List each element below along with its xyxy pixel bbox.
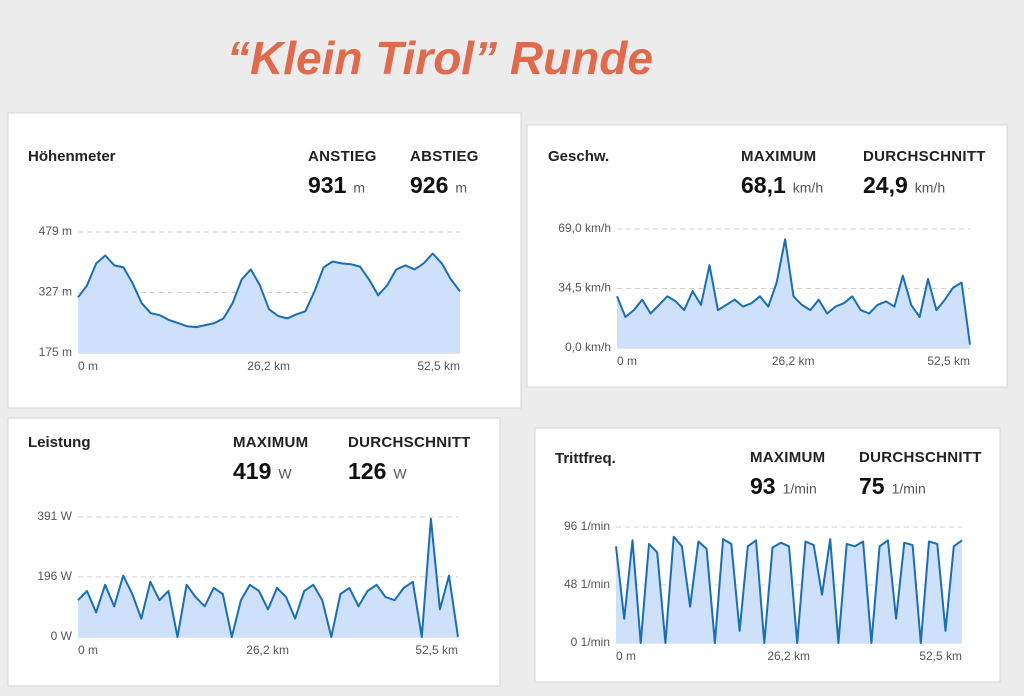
y-tick-label: 196 W — [37, 569, 72, 583]
x-tick-label: 26,2 km — [767, 649, 810, 663]
x-tick-label: 26,2 km — [247, 359, 290, 373]
line — [77, 517, 459, 638]
x-tick-label: 26,2 km — [772, 354, 815, 368]
stat-value: 931 — [308, 172, 347, 198]
stat-value: 419 — [233, 458, 271, 484]
y-tick-label: 96 1/min — [564, 519, 610, 533]
stat-unit: m — [455, 180, 467, 196]
stat-unit: km/h — [793, 180, 823, 196]
line — [616, 238, 971, 345]
stat-unit: 1/min — [892, 481, 926, 497]
y-tick-label: 0,0 km/h — [565, 340, 611, 354]
stat-value: 926 — [410, 172, 448, 198]
stat-unit: km/h — [915, 180, 945, 196]
y-tick-label: 327 m — [39, 285, 72, 299]
line — [615, 535, 963, 644]
stat-label: ABSTIEG — [410, 148, 479, 165]
area-fill — [78, 518, 458, 637]
y-tick-label: 0 1/min — [571, 635, 610, 649]
stat-value: 93 — [750, 473, 776, 499]
x-tick-label: 52,5 km — [415, 643, 458, 657]
area-fill — [78, 253, 460, 353]
x-tick-label: 52,5 km — [417, 359, 460, 373]
stat-label: ANSTIEG — [308, 148, 377, 165]
stat-unit: 1/min — [783, 481, 817, 497]
stat-value: 75 — [859, 473, 885, 499]
y-tick-label: 175 m — [39, 345, 72, 359]
x-tick-label: 0 m — [617, 354, 637, 368]
x-tick-label: 0 m — [78, 359, 98, 373]
stat-label: MAXIMUM — [233, 434, 308, 451]
x-tick-label: 52,5 km — [919, 649, 962, 663]
area-fill — [617, 239, 970, 348]
chart-title: Leistung — [28, 434, 91, 451]
page-title: “Klein Tirol” Runde — [227, 32, 653, 84]
stat-unit: W — [393, 466, 407, 482]
stat-value: 126 — [348, 458, 386, 484]
chart-title: Geschw. — [548, 148, 609, 165]
x-tick-label: 0 m — [616, 649, 636, 663]
stat-unit: W — [278, 466, 292, 482]
y-tick-label: 69,0 km/h — [558, 221, 611, 235]
stat-label: DURCHSCHNITT — [863, 148, 986, 165]
chart-title: Höhenmeter — [28, 148, 116, 165]
stat-label: MAXIMUM — [741, 148, 816, 165]
y-tick-label: 391 W — [37, 509, 72, 523]
stat-label: DURCHSCHNITT — [859, 449, 982, 466]
y-tick-label: 0 W — [51, 629, 73, 643]
y-tick-label: 34,5 km/h — [558, 281, 611, 295]
line — [77, 252, 461, 329]
y-tick-label: 48 1/min — [564, 577, 610, 591]
x-tick-label: 52,5 km — [927, 354, 970, 368]
card — [7, 417, 501, 687]
x-tick-label: 26,2 km — [246, 643, 289, 657]
stat-unit: m — [353, 180, 365, 196]
y-tick-label: 479 m — [39, 224, 72, 238]
stat-value: 68,1 — [741, 172, 786, 198]
stat-label: MAXIMUM — [750, 449, 825, 466]
stat-value: 24,9 — [863, 172, 908, 198]
stat-label: DURCHSCHNITT — [348, 434, 471, 451]
chart-title: Trittfreq. — [555, 450, 616, 467]
area-fill — [616, 536, 962, 643]
x-tick-label: 0 m — [78, 643, 98, 657]
